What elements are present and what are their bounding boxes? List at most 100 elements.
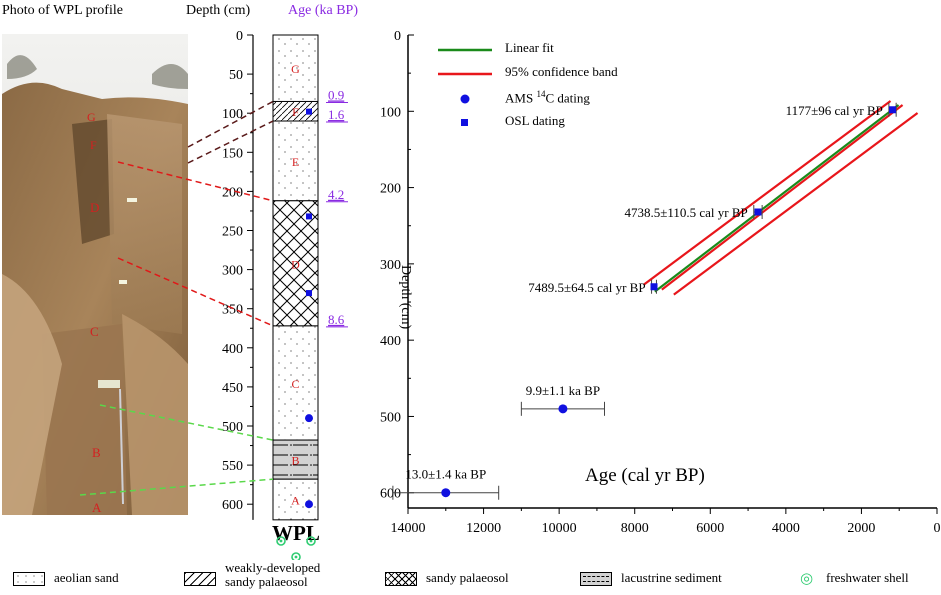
- x-tick-label: 4000: [772, 521, 800, 536]
- legend-weak-label: weakly-developed sandy palaeosol: [225, 561, 320, 589]
- ams-data-point: [441, 488, 451, 498]
- depth-tick-label: 300: [222, 264, 243, 279]
- photo-unit-a: A: [92, 500, 102, 515]
- lithology-legend: aeolian sand weakly-developed sandy palae…: [0, 560, 941, 595]
- osl-sample-marker: [306, 290, 312, 297]
- unit-label-g: G: [291, 62, 300, 76]
- legend-palaeosol-label: sandy palaeosol: [426, 570, 509, 585]
- correlation-line-b-a: [79, 478, 274, 496]
- x-tick-label: 6000: [696, 521, 724, 536]
- legend-ams-prefix: AMS: [505, 90, 537, 106]
- shell-marker-core: [294, 555, 298, 559]
- profile-photo: [2, 34, 188, 515]
- correlation-line-d-c: [117, 257, 274, 327]
- osl-data-point: [754, 208, 762, 216]
- y-tick-label: 0: [394, 29, 401, 44]
- ams-data-point: [558, 404, 568, 414]
- osl-sample-marker: [306, 108, 312, 115]
- legend-weak-line1: weakly-developed: [225, 560, 321, 575]
- age-label: 4.2: [328, 187, 344, 202]
- shell-icon: ◎: [800, 571, 814, 587]
- unit-label-a: A: [291, 494, 300, 508]
- x-axis-label: Age (cal yr BP): [585, 465, 705, 486]
- data-point-label: 1177±96 cal yr BP: [786, 103, 883, 118]
- depth-tick-label: 150: [222, 146, 243, 161]
- age-title: Age (ka BP): [288, 3, 358, 18]
- legend-confidence-label: 95% confidence band: [505, 64, 618, 79]
- correlation-line-f-e: [187, 120, 274, 164]
- unit-g: [272, 34, 319, 102]
- shell-marker-core: [309, 539, 313, 543]
- photo-unit-b: B: [92, 445, 101, 460]
- y-tick-label: 500: [380, 410, 401, 425]
- legend-ams-superscript: 14: [536, 89, 546, 99]
- unit-label-c: C: [291, 377, 299, 391]
- depth-tick-label: 550: [222, 459, 243, 474]
- legend-weak-line2: sandy palaeosol: [225, 574, 308, 589]
- unit-label-d: D: [291, 257, 300, 271]
- photo-title: Photo of WPL profile: [2, 3, 123, 18]
- shell-marker-core: [279, 539, 283, 543]
- legend-linear-fit-label: Linear fit: [505, 40, 554, 55]
- y-axis-label: Depth (cm): [398, 265, 413, 330]
- x-tick-label: 0: [934, 521, 941, 536]
- legend-palaeosol-swatch: [385, 572, 417, 586]
- x-tick-label: 2000: [847, 521, 875, 536]
- data-point-label: 4738.5±110.5 cal yr BP: [624, 205, 747, 220]
- depth-tick-label: 50: [229, 68, 243, 83]
- unit-a: [272, 478, 319, 521]
- data-point-label: 13.0±1.4 ka BP: [405, 467, 486, 482]
- legend-weak-swatch: [184, 572, 216, 586]
- photo-unit-d: D: [90, 200, 100, 215]
- depth-tick-label: 100: [222, 107, 243, 122]
- y-tick-label: 200: [380, 182, 401, 197]
- legend-ams-marker: [460, 94, 470, 104]
- legend-osl-label: OSL dating: [505, 113, 565, 128]
- legend-aeolian-swatch: [13, 572, 45, 586]
- confidence-band-upper-edge: [643, 100, 892, 286]
- legend-lacustrine-swatch: [580, 572, 612, 586]
- legend-osl-marker: [461, 119, 468, 126]
- data-point-label: 7489.5±64.5 cal yr BP: [528, 280, 645, 295]
- x-tick-label: 14000: [391, 521, 426, 536]
- unit-label-e: E: [292, 155, 299, 169]
- unit-e: [272, 120, 319, 202]
- confidence-band-lower: [661, 104, 904, 291]
- depth-tick-label: 350: [222, 303, 243, 318]
- ams-sample-marker: [305, 500, 313, 509]
- x-tick-label: 10000: [542, 521, 577, 536]
- shell-marker: [291, 552, 301, 560]
- linear-fit-line: [654, 104, 900, 293]
- osl-data-point: [889, 106, 897, 114]
- legend-shell-label: freshwater shell: [826, 570, 909, 585]
- unit-d: [272, 200, 319, 327]
- legend-aeolian-label: aeolian sand: [54, 570, 119, 585]
- shell-marker: [306, 536, 316, 546]
- y-tick-label: 100: [380, 105, 401, 120]
- photo-unit-c: C: [90, 324, 99, 339]
- age-label: 8.6: [328, 312, 345, 327]
- photo-unit-g: G: [87, 110, 96, 124]
- shell-marker: [276, 536, 286, 546]
- depth-tick-label: 450: [222, 381, 243, 396]
- correlation-line-c-b: [99, 404, 274, 441]
- unit-b: [272, 439, 319, 480]
- depth-tick-label: 250: [222, 225, 243, 240]
- depth-tick-label: 600: [222, 498, 243, 513]
- ams-sample-marker: [305, 414, 313, 423]
- unit-label-f: F: [292, 105, 299, 119]
- depth-tick-label: 400: [222, 342, 243, 357]
- unit-label-b: B: [291, 454, 299, 468]
- depth-title: Depth (cm): [186, 3, 251, 18]
- y-tick-label: 300: [380, 258, 401, 273]
- correlation-line-g-f: [187, 100, 274, 148]
- osl-sample-marker: [306, 213, 312, 220]
- age-label: 1.6: [328, 107, 345, 122]
- osl-data-point: [650, 283, 658, 291]
- legend-ams-label: AMS 14C dating: [505, 89, 590, 106]
- data-point-label: 9.9±1.1 ka BP: [526, 383, 600, 398]
- x-tick-label: 8000: [621, 521, 649, 536]
- depth-tick-label: 0: [236, 29, 243, 44]
- legend-ams-suffix: C dating: [545, 90, 590, 106]
- correlation-line-e-d: [117, 161, 274, 202]
